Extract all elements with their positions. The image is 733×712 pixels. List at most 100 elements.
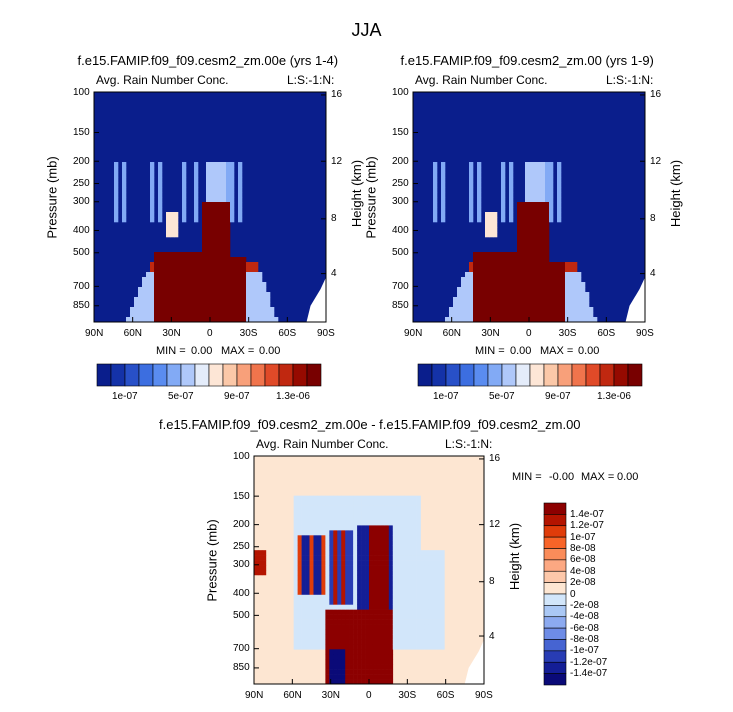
field-cell (388, 584, 394, 591)
field-cell (329, 644, 334, 650)
field-cell (396, 629, 402, 635)
field-cell (545, 297, 550, 303)
field-cell (357, 679, 362, 685)
field-cell (114, 212, 119, 218)
field-cell (353, 594, 358, 601)
field-cell (266, 292, 271, 298)
field-cell (262, 287, 267, 293)
field-cell (577, 277, 582, 283)
field-cell (238, 292, 243, 298)
field-cell (154, 262, 159, 268)
field-cell (341, 570, 346, 576)
colorbar-label: -1.2e-07 (570, 656, 608, 668)
field-cell (321, 535, 326, 541)
field-cell (345, 589, 350, 596)
field-cell (449, 307, 454, 313)
field-cell (408, 634, 413, 640)
field-cell (497, 267, 502, 273)
field-cell (412, 594, 417, 601)
field-cell (206, 252, 211, 258)
field-cell (505, 262, 510, 268)
field-cell (341, 659, 346, 665)
field-cell (365, 550, 370, 556)
field-cell (341, 599, 346, 605)
field-cell (353, 644, 358, 650)
field-cell (313, 555, 318, 561)
field-cell (424, 609, 429, 615)
field-cell (214, 262, 219, 268)
field-cell (349, 664, 354, 670)
field-cell (517, 292, 522, 298)
field-cell (549, 307, 554, 313)
field-cell (297, 604, 302, 610)
field-cell (493, 312, 498, 318)
field-cell (353, 560, 358, 566)
field-cell (433, 207, 438, 213)
field-cell (150, 292, 155, 298)
field-cell (301, 604, 306, 610)
field-cell (404, 535, 409, 541)
field-cell (122, 207, 127, 213)
field-cell (293, 639, 298, 645)
field-cell (333, 495, 338, 501)
field-cell (333, 574, 338, 581)
field-cell (138, 312, 143, 318)
field-cell (305, 560, 310, 566)
colorbar-label: 1.3e-06 (597, 390, 631, 402)
field-cell (529, 212, 534, 218)
field-cell (202, 217, 207, 223)
left-subtitle: Avg. Rain Number Conc. (96, 73, 229, 87)
field-cell (581, 307, 586, 313)
field-cell (293, 505, 298, 511)
field-cell (341, 639, 346, 645)
field-cell (226, 202, 231, 208)
field-cell (505, 307, 510, 313)
field-cell (150, 212, 155, 218)
field-cell (266, 297, 271, 303)
field-cell (416, 639, 421, 645)
field-cell (509, 257, 514, 263)
field-cell (412, 510, 417, 516)
field-cell (349, 624, 354, 630)
field-cell (158, 182, 163, 188)
field-cell (166, 282, 171, 288)
field-cell (400, 570, 405, 576)
field-cell (517, 232, 522, 238)
field-cell (341, 574, 346, 581)
field-cell (182, 197, 187, 203)
field-cell (388, 540, 394, 546)
field-cell (412, 589, 417, 596)
field-cell (412, 604, 417, 610)
field-cell (557, 292, 562, 298)
field-cell (372, 639, 378, 645)
field-cell (329, 545, 334, 551)
field-cell (337, 520, 342, 526)
field-cell (202, 267, 207, 273)
field-cell (369, 594, 374, 601)
field-cell (553, 297, 558, 303)
field-cell (509, 172, 514, 178)
field-cell (384, 510, 390, 516)
field-cell (214, 247, 219, 253)
field-cell (357, 545, 362, 551)
field-cell (376, 609, 382, 615)
field-cell (440, 555, 445, 561)
field-cell (412, 545, 417, 551)
field-cell (372, 604, 378, 610)
field-cell (376, 679, 382, 685)
field-cell (142, 292, 147, 298)
field-cell (529, 247, 534, 253)
field-cell (333, 609, 338, 615)
field-cell (533, 242, 538, 248)
field-cell (317, 520, 322, 526)
field-cell (158, 162, 163, 168)
field-cell (369, 629, 374, 635)
field-cell (404, 639, 409, 645)
field-cell (441, 182, 446, 188)
field-cell (416, 624, 421, 630)
field-cell (396, 604, 402, 610)
field-cell (218, 292, 223, 298)
field-cell (309, 589, 314, 596)
colorbar-swatch (515, 363, 531, 387)
field-cell (384, 649, 390, 655)
